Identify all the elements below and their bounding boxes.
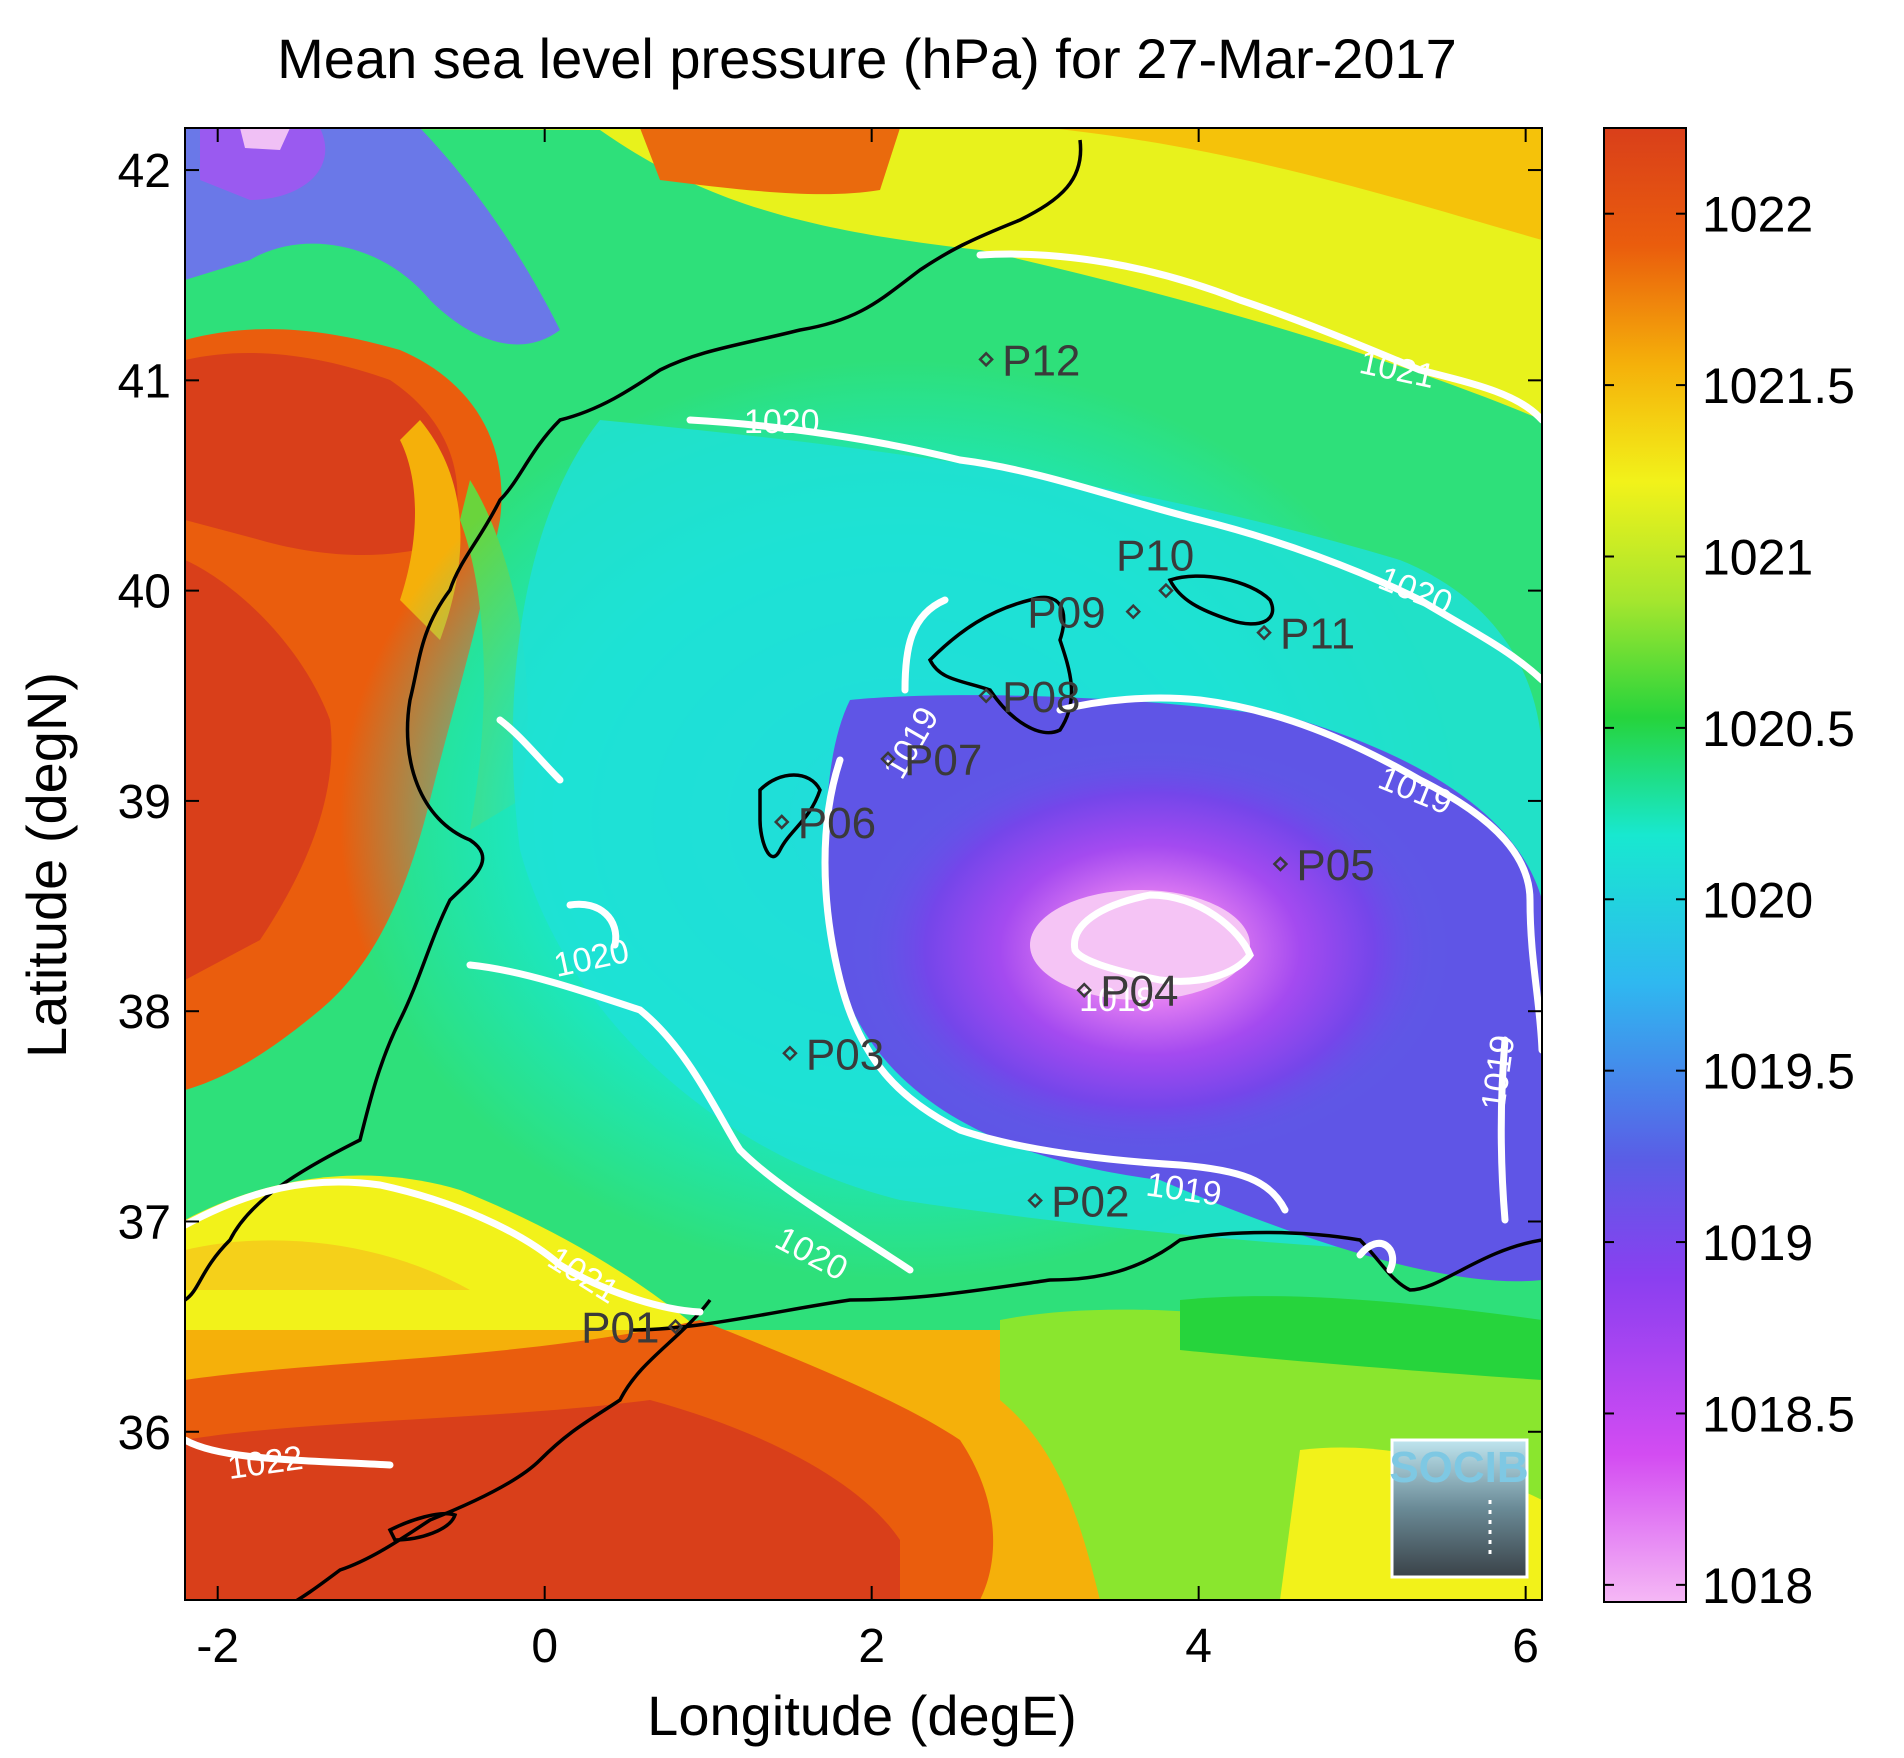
station-p03: P03: [782, 1030, 884, 1079]
chart-title: Mean sea level pressure (hPa) for 27-Mar…: [277, 27, 1457, 90]
station-marker: [1158, 582, 1174, 599]
station-marker: [1027, 1192, 1043, 1209]
colorbar-tick-label: 1018: [1702, 1558, 1813, 1614]
map-frame: [184, 127, 1543, 1601]
pressure-field: [185, 128, 1542, 1600]
x-tick-label: 4: [1185, 1620, 1212, 1673]
station-label: P06: [798, 799, 876, 848]
colorbar-tick-label: 1019.5: [1702, 1044, 1855, 1100]
station-label: P12: [1002, 336, 1080, 385]
x-tick-label: 0: [531, 1620, 558, 1673]
y-tick-label: 39: [118, 776, 171, 829]
station-p01: P01: [581, 1304, 684, 1353]
station-label: P09: [1027, 589, 1105, 638]
y-tick-label: 40: [118, 566, 171, 619]
x-tick-label: 2: [858, 1620, 885, 1673]
y-axis: 36 37 38 39 40 41 42: [118, 145, 1542, 1460]
station-p02: P02: [1027, 1177, 1129, 1226]
colorbar-tick-label: 1020.5: [1702, 701, 1855, 757]
station-label: P11: [1280, 610, 1355, 659]
station-marker: [1076, 982, 1092, 998]
station-p04: P04: [1076, 967, 1179, 1016]
colorbar-gradient: [1603, 127, 1687, 1603]
socib-logo: SOCIB: [1389, 1438, 1529, 1579]
station-label: P07: [904, 736, 982, 785]
station-marker: [782, 1045, 798, 1062]
station-marker: [978, 351, 994, 368]
colorbar-tick-label: 1022: [1702, 187, 1813, 243]
colorbar-tick-label: 1020: [1702, 872, 1813, 928]
station-marker: [1272, 856, 1289, 872]
station-marker: [1256, 624, 1272, 641]
x-tick-label: -2: [196, 1620, 239, 1673]
colorbar: 1018 1018.5 1019 1019.5 1020 1020.5 1021 1021.5…: [1603, 127, 1855, 1614]
y-axis-label: Latitude (degN): [15, 672, 78, 1058]
x-tick-label: 6: [1512, 1620, 1539, 1673]
y-tick-label: 42: [118, 145, 171, 198]
station-label: P08: [1002, 673, 1080, 722]
station-label: P05: [1296, 841, 1374, 890]
y-tick-label: 41: [118, 355, 171, 408]
colorbar-tick-label: 1018.5: [1702, 1386, 1855, 1442]
station-marker: [773, 814, 790, 830]
station-p09: P09: [1027, 589, 1142, 638]
x-axis-label: Longitude (degE): [647, 1684, 1077, 1747]
station-marker: [667, 1318, 684, 1335]
station-label: P04: [1100, 967, 1178, 1016]
station-p08: P08: [978, 673, 1080, 722]
station-marker: [880, 751, 896, 767]
colorbar-tick-label: 1021: [1702, 529, 1813, 585]
station-p07: P07: [880, 736, 982, 785]
contour-label: 1018: [1079, 981, 1155, 1019]
colorbar-tick-label: 1021.5: [1702, 358, 1855, 414]
colorbar-ticks: 1018 1018.5 1019 1019.5 1020 1020.5 1021 1021.5…: [1604, 187, 1855, 1614]
contour-label: 1020: [744, 403, 820, 441]
station-p05: P05: [1272, 841, 1375, 890]
svg-text:SOCIB: SOCIB: [1389, 1443, 1528, 1492]
y-tick-label: 37: [118, 1196, 171, 1249]
station-label: P01: [581, 1304, 659, 1353]
station-marker: [1125, 603, 1142, 620]
colorbar-tick-label: 1019: [1702, 1215, 1813, 1271]
station-p12: P12: [978, 336, 1080, 385]
coastlines: [185, 139, 1542, 1600]
station-p11: P11: [1256, 610, 1355, 659]
x-axis: -2 0 2 4 6: [196, 128, 1539, 1673]
station-label: P03: [806, 1030, 884, 1079]
station-label: P10: [1116, 532, 1194, 581]
isobars: [185, 250, 1542, 1469]
y-tick-label: 36: [118, 1407, 171, 1460]
y-tick-label: 38: [118, 986, 171, 1039]
station-marker: [978, 688, 994, 704]
station-p06: P06: [773, 799, 876, 848]
station-label: P02: [1051, 1177, 1129, 1226]
station-p10: P10: [1116, 532, 1194, 599]
